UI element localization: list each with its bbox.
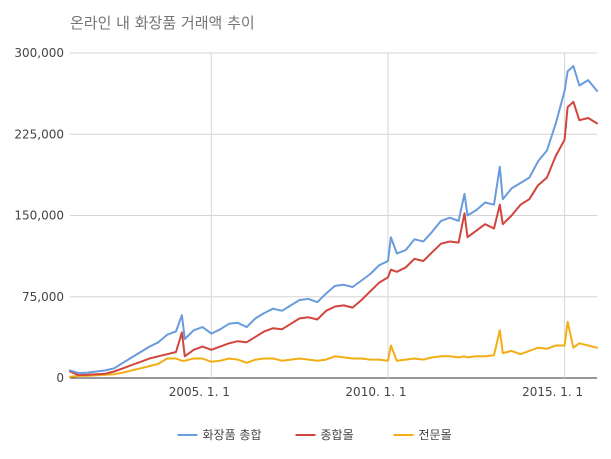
y-tick-label: 75,000 bbox=[22, 290, 64, 304]
y-axis-ticks: 0 75,000 150,000 225,000 300,000 bbox=[14, 46, 64, 385]
series-line-2 bbox=[69, 320, 598, 378]
y-tick-label: 150,000 bbox=[14, 209, 64, 223]
series-line-1 bbox=[69, 100, 598, 377]
series-line-0 bbox=[69, 65, 598, 375]
y-tick-label: 225,000 bbox=[14, 127, 64, 141]
series-lines bbox=[69, 65, 598, 378]
grid bbox=[70, 52, 597, 379]
x-tick-label: 2015. 1. 1 bbox=[522, 385, 583, 399]
legend-entry: 전문몰 bbox=[419, 428, 452, 442]
y-tick-label: 0 bbox=[56, 371, 64, 385]
chart-title: 온라인 내 화장품 거래액 추이 bbox=[70, 14, 255, 32]
legend-entry: 종합몰 bbox=[321, 428, 354, 442]
x-tick-label: 2010. 1. 1 bbox=[345, 385, 406, 399]
x-axis-ticks: 2005. 1. 1 2010. 1. 1 2015. 1. 1 bbox=[169, 385, 583, 399]
x-tick-label: 2005. 1. 1 bbox=[169, 385, 230, 399]
y-tick-label: 300,000 bbox=[14, 46, 64, 60]
legend: 화장품 총합 종합몰 전문몰 bbox=[177, 428, 452, 442]
legend-entry: 화장품 총합 bbox=[203, 428, 262, 442]
